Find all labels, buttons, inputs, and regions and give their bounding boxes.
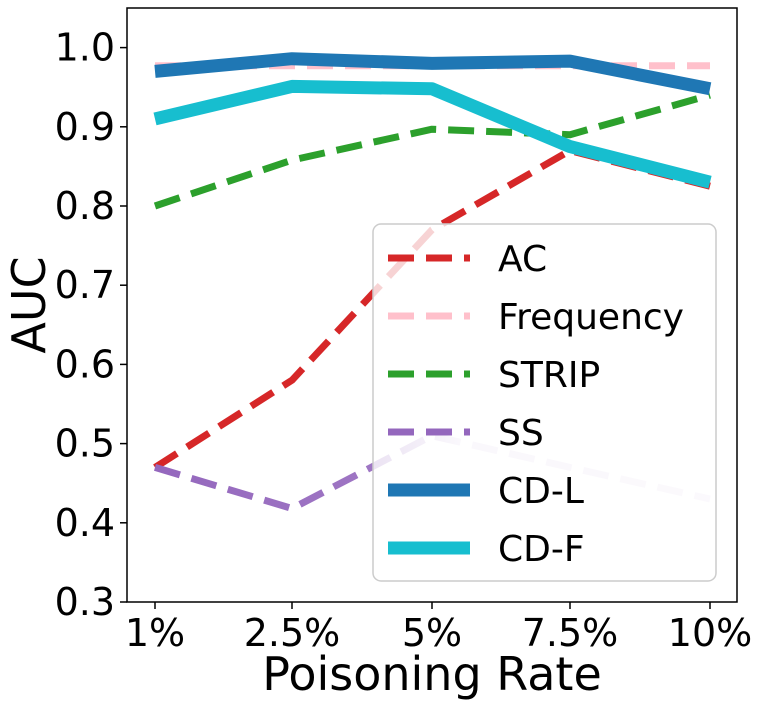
x-axis-title: Poisoning Rate bbox=[262, 647, 602, 701]
series-line-ss bbox=[153, 432, 711, 512]
x-tick-label: 1% bbox=[125, 611, 185, 655]
legend-label: AC bbox=[498, 239, 547, 280]
series-line-cd-l bbox=[154, 52, 712, 96]
y-tick-label: 0.4 bbox=[55, 501, 115, 545]
legend-label: CD-F bbox=[498, 529, 585, 570]
y-axis: 0.3 0.4 0.5 0.6 0.7 0.8 0.9 1.0 bbox=[55, 26, 127, 624]
y-tick-label: 0.9 bbox=[55, 105, 115, 149]
y-axis-title: AUC bbox=[2, 256, 56, 353]
legend-label: STRIP bbox=[498, 355, 600, 396]
y-tick-label: 1.0 bbox=[55, 26, 115, 70]
legend: AC Frequency STRIP SS CD-L CD-F bbox=[372, 223, 717, 582]
x-tick-label: 7.5% bbox=[522, 611, 619, 655]
x-tick-label: 5% bbox=[402, 611, 462, 655]
x-tick-label: 10% bbox=[668, 611, 752, 655]
legend-label: SS bbox=[498, 413, 544, 454]
series-line-cd-f bbox=[153, 79, 712, 189]
y-tick-label: 0.7 bbox=[55, 263, 115, 307]
y-tick-label: 0.6 bbox=[55, 342, 115, 386]
y-tick-label: 0.8 bbox=[55, 184, 115, 228]
legend-label: Frequency bbox=[498, 297, 684, 338]
legend-label: CD-L bbox=[498, 471, 584, 512]
y-tick-label: 0.3 bbox=[55, 580, 115, 624]
series-line-strip bbox=[153, 91, 711, 210]
y-tick-label: 0.5 bbox=[55, 422, 115, 466]
x-tick-label: 2.5% bbox=[244, 611, 341, 655]
x-axis: 1% 2.5% 5% 7.5% 10% bbox=[125, 602, 752, 655]
